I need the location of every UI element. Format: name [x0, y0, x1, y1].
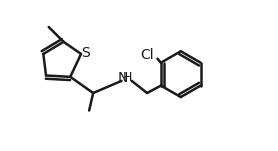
Text: S: S [81, 46, 90, 60]
Text: Cl: Cl [141, 48, 154, 62]
Text: H: H [123, 71, 132, 84]
Text: N: N [118, 71, 128, 85]
